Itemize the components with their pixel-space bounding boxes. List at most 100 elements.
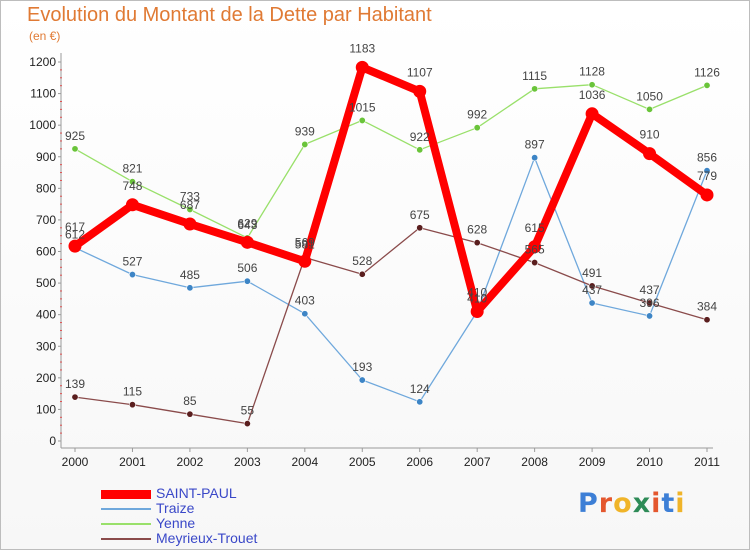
series-line-traize: [74, 157, 708, 403]
data-point-saint-paul: [183, 217, 197, 231]
data-point-yenne: [588, 81, 596, 89]
logo-letter: i: [675, 488, 686, 519]
data-label-traize: 403: [295, 294, 315, 308]
data-point-meyrieux-trouet: [358, 270, 366, 278]
data-label-saint-paul: 615: [525, 221, 545, 235]
data-point-traize: [358, 376, 366, 384]
data-label-traize: 527: [122, 255, 142, 269]
data-label-yenne: 821: [122, 162, 142, 176]
x-tick-label: 2001: [119, 455, 146, 469]
data-label-yenne: 1115: [522, 69, 547, 83]
data-label-meyrieux-trouet: 384: [697, 300, 717, 314]
y-tick-label: 1000: [29, 118, 56, 132]
x-tick-label: 2006: [406, 455, 433, 469]
data-point-traize: [416, 398, 424, 406]
data-label-meyrieux-trouet: 55: [241, 404, 255, 418]
data-label-traize: 897: [525, 138, 545, 152]
proxiti-logo: Proxiti: [578, 488, 686, 519]
y-tick-label: 1200: [29, 55, 56, 69]
data-label-meyrieux-trouet: 675: [410, 208, 430, 222]
data-point-saint-paul: [528, 240, 542, 254]
y-tick-label: 800: [36, 181, 56, 195]
data-label-saint-paul: 687: [180, 198, 200, 212]
data-label-saint-paul: 629: [237, 216, 257, 230]
data-point-yenne: [531, 85, 539, 93]
y-tick-label: 300: [36, 339, 56, 353]
logo-letter: t: [661, 488, 676, 519]
legend-label: Yenne: [156, 515, 196, 531]
data-label-saint-paul: 779: [697, 169, 717, 183]
data-label-traize: 437: [582, 283, 602, 297]
data-label-traize: 612: [65, 228, 85, 242]
data-label-yenne: 939: [295, 124, 315, 138]
data-label-saint-paul: 1036: [579, 88, 606, 102]
data-label-saint-paul: 410: [467, 286, 487, 300]
data-label-traize: 856: [697, 151, 717, 165]
data-label-yenne: 733: [180, 189, 200, 203]
series-line-yenne: [74, 84, 708, 239]
data-point-yenne: [301, 140, 309, 148]
x-tick-label: 2010: [636, 455, 663, 469]
y-tick-label: 400: [36, 308, 56, 322]
data-label-meyrieux-trouet: 85: [183, 394, 197, 408]
data-point-traize: [301, 310, 309, 318]
series-line-meyrieux-trouet: [74, 227, 708, 425]
data-point-meyrieux-trouet: [71, 393, 79, 401]
data-point-meyrieux-trouet: [473, 239, 481, 247]
data-label-traize: 124: [410, 382, 430, 396]
x-tick-label: 2003: [234, 455, 261, 469]
data-label-meyrieux-trouet: 628: [467, 223, 487, 237]
data-label-saint-paul: 748: [122, 179, 142, 193]
logo-letter: x: [632, 488, 652, 519]
data-point-meyrieux-trouet: [531, 259, 539, 267]
data-point-meyrieux-trouet: [646, 299, 654, 307]
chart-subtitle: (en €): [29, 29, 61, 43]
y-tick-label: 600: [36, 245, 56, 259]
y-tick-label: 500: [36, 276, 56, 290]
y-tick-label: 0: [49, 434, 56, 448]
data-label-saint-paul: 569: [295, 235, 315, 249]
data-point-yenne: [416, 146, 424, 154]
legend-swatch: [101, 523, 151, 525]
y-tick-label: 900: [36, 150, 56, 164]
data-point-traize: [588, 299, 596, 307]
data-label-meyrieux-trouet: 139: [65, 377, 85, 391]
legend-label: Meyrieux-Trouet: [156, 530, 258, 546]
data-label-yenne: 1015: [349, 100, 376, 114]
data-point-traize: [646, 312, 654, 320]
x-tick-label: 2009: [579, 455, 606, 469]
data-label-traize: 396: [640, 296, 660, 310]
data-label-yenne: 925: [65, 129, 85, 143]
data-point-traize: [128, 271, 136, 279]
logo-letter: P: [578, 488, 599, 519]
data-label-yenne: 992: [467, 108, 487, 122]
data-label-yenne: 1050: [636, 89, 663, 103]
data-point-traize: [243, 277, 251, 285]
legend-swatch: [101, 508, 151, 510]
data-point-yenne: [646, 105, 654, 113]
data-point-meyrieux-trouet: [186, 410, 194, 418]
data-label-meyrieux-trouet: 437: [640, 283, 660, 297]
data-point-saint-paul: [413, 84, 427, 98]
x-tick-label: 2008: [521, 455, 548, 469]
y-tick-label: 100: [36, 402, 56, 416]
data-label-traize: 410: [467, 292, 487, 306]
data-label-traize: 506: [237, 261, 257, 275]
data-label-meyrieux-trouet: 528: [352, 254, 372, 268]
data-point-meyrieux-trouet: [128, 401, 136, 409]
x-tick-label: 2011: [694, 455, 720, 469]
x-tick-label: 2007: [464, 455, 491, 469]
data-point-meyrieux-trouet: [703, 316, 711, 324]
y-tick-label: 700: [36, 213, 56, 227]
logo-letter: o: [613, 488, 633, 519]
data-label-meyrieux-trouet: 565: [525, 243, 545, 257]
data-point-traize: [531, 154, 539, 162]
data-label-yenne: 1126: [694, 65, 720, 79]
data-point-saint-paul: [68, 239, 82, 253]
data-label-meyrieux-trouet: 491: [582, 266, 602, 280]
legend-label: SAINT-PAUL: [156, 485, 237, 501]
y-tick-label: 200: [36, 371, 56, 385]
data-point-meyrieux-trouet: [416, 224, 424, 232]
x-tick-label: 2002: [177, 455, 204, 469]
